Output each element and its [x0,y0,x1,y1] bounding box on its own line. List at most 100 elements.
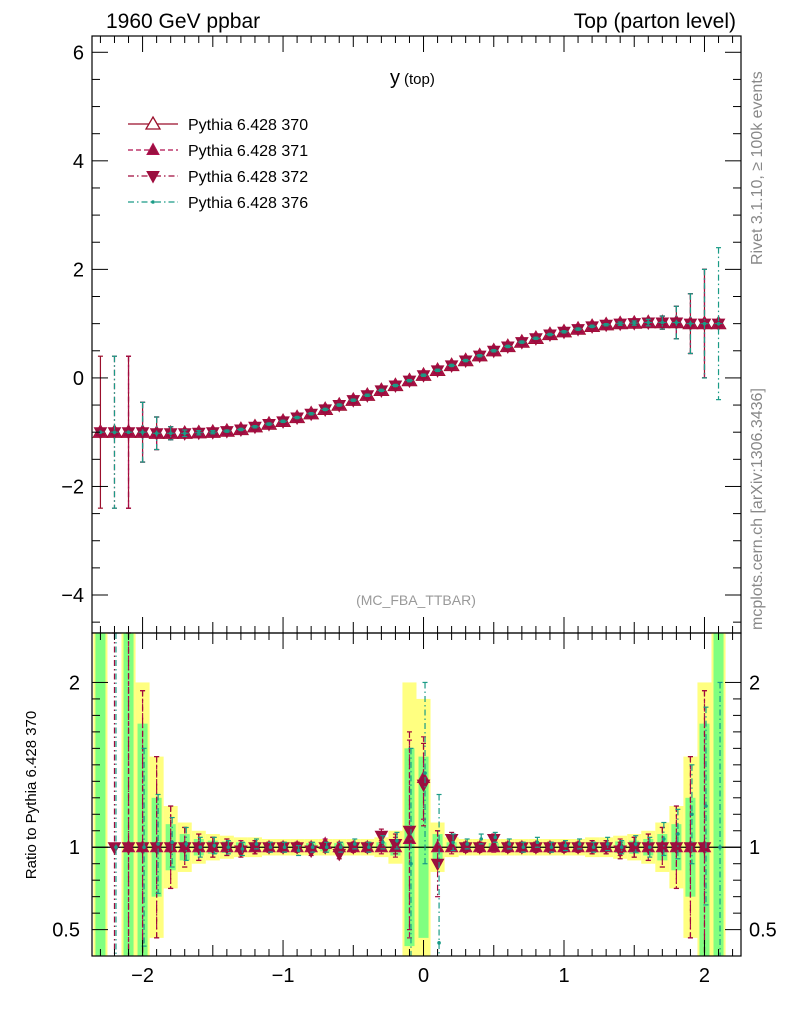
data-point [449,363,454,368]
data-point [112,430,117,434]
ratio-data-point [198,845,203,850]
legend-entry: Pythia 6.428 372 [188,169,308,186]
ratio-data-point [641,842,656,855]
data-point [154,431,159,436]
ratio-data-point [310,845,315,850]
main-plot-title-var: y [390,67,400,89]
ratio-y-tick-label-right: 1 [749,837,760,859]
data-point [168,431,173,436]
ratio-data-point [676,832,680,836]
ratio-data-point [324,845,329,850]
data-point [674,320,679,325]
ratio-series-1 [107,632,712,956]
legend-marker [144,115,162,130]
ratio-data-point [381,840,385,845]
ratio-data-point [479,837,484,841]
ratio-data-point [507,842,512,846]
ratio-data-point [352,842,357,846]
data-point [618,321,622,326]
ratio-panel: 0.5 0.5 1 1 2 2 −2 −1 0 1 2 Ratio to Pythia 6.428 … [23,632,777,987]
ratio-y-tick-label-right: 0.5 [749,920,777,942]
ratio-data-point [690,812,694,817]
data-point [379,388,384,393]
series-3 [96,247,723,509]
data-point [98,430,103,434]
x-tick-label: −2 [131,965,154,987]
ratio-data-point [627,842,642,855]
ratio-data-point [254,842,259,846]
ratio-series-2 [113,632,723,956]
ratio-data-point [465,842,469,846]
ratio-data-point [402,825,417,839]
ratio-data-point [430,858,445,872]
ratio-data-point [338,845,343,850]
ratio-data-point [388,838,403,852]
ratio-data-point [655,842,670,855]
data-point [548,332,552,337]
y-tick-label: −4 [61,585,84,607]
x-tick-label: −1 [272,965,295,987]
data-point [140,430,145,434]
main-plot-area [92,247,727,509]
data-point [506,344,510,349]
ratio-y-axis-label: Ratio to Pythia 6.428 370 [23,711,40,879]
ratio-data-point [107,842,122,855]
data-point [660,320,665,325]
ratio-data-point [591,845,596,850]
data-point [295,415,299,420]
ratio-data-point [549,845,554,850]
watermark-label: (MC_FBA_TTBAR) [356,592,476,608]
ratio-data-point [683,842,698,855]
ratio-y-tick-label: 1 [69,837,80,859]
ratio-data-point [304,845,318,859]
main-plot-title-suffix: (top) [404,71,435,88]
ratio-data-point [374,830,389,844]
y-tick-label: 6 [73,42,84,64]
data-point [182,431,187,436]
data-point [126,430,131,434]
series-2 [93,268,726,509]
legend: Pythia 6.428 370 Pythia 6.428 371 Pythia 6… [128,115,308,212]
x-tick-label: 0 [418,965,429,987]
ratio-data-point [409,861,413,866]
ratio-data-point [451,840,455,845]
data-point [576,327,580,331]
data-point [562,329,566,334]
ratio-data-point [437,941,441,945]
ratio-data-point [619,845,624,850]
legend-entry: Pythia 6.428 376 [188,195,308,212]
data-point [520,340,524,344]
ratio-data-point [149,842,164,855]
ratio-plot-frame [91,632,742,957]
left-title: 1960 GeV ppbar [106,10,260,33]
ratio-data-point [704,804,708,808]
legend-marker [146,171,160,184]
ratio-data-point [577,842,582,846]
ratio-data-point [156,842,160,846]
ratio-data-point [423,771,427,775]
series-1 [93,268,726,509]
legend-marker [151,200,155,204]
ratio-data-point [500,842,515,855]
ratio-data-point [563,843,568,848]
mcplots-label: mcplots.cern.ch [arXiv:1306.3436] [749,388,766,630]
ratio-data-point [571,842,585,855]
data-point [253,424,257,429]
ratio-data-point [184,842,189,846]
ratio-data-point [599,842,613,855]
ratio-data-point [220,842,234,855]
ratio-y-tick-label: 0.5 [52,920,80,942]
y-tick-label: 4 [73,151,84,173]
data-point [702,321,707,326]
ratio-plot-area [92,632,741,956]
ratio-data-point [121,842,136,855]
data-point [646,320,651,325]
series-0 [92,268,727,509]
right-title: Top (parton level) [574,10,736,33]
data-point [477,353,482,358]
data-point [196,430,201,435]
data-point [225,429,229,433]
ratio-y-tick-label: 2 [69,672,80,694]
band-green [713,633,724,956]
data-point [309,411,313,416]
